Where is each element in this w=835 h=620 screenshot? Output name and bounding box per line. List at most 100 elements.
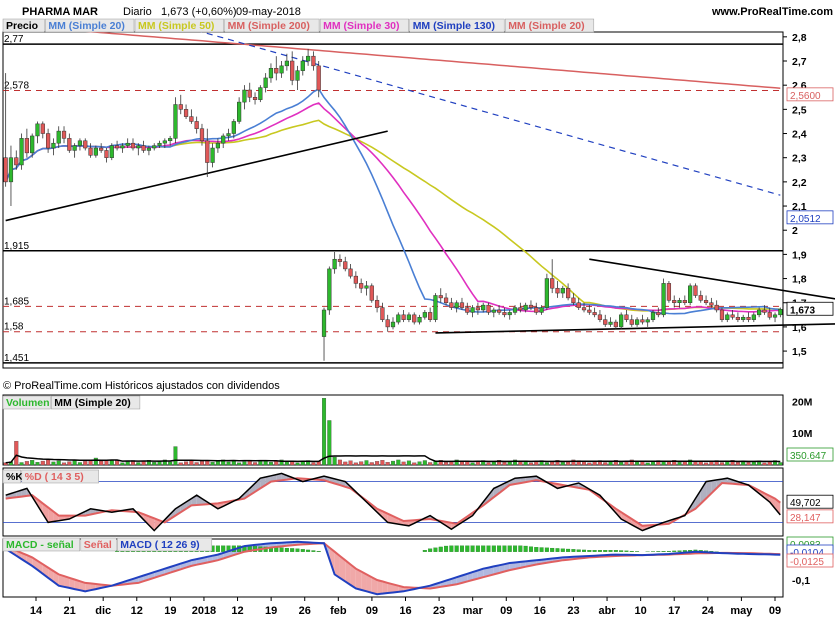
volume-bar-76[interactable] (406, 460, 411, 466)
candle-134[interactable] (714, 300, 719, 313)
volume-bar-90[interactable] (481, 460, 486, 466)
volume-bar-15[interactable] (83, 461, 88, 466)
candle-42[interactable] (226, 128, 231, 141)
candle-118[interactable] (629, 314, 634, 327)
volume-bar-133[interactable] (709, 461, 714, 466)
candle-89[interactable] (475, 302, 481, 315)
volume-bar-10[interactable] (56, 460, 61, 466)
candle-100[interactable] (534, 302, 539, 315)
candle-97[interactable] (518, 302, 523, 313)
candle-6[interactable] (35, 121, 40, 144)
candle-107[interactable] (571, 293, 576, 306)
volume-bar-32[interactable] (173, 446, 178, 466)
volume-bar-89[interactable] (475, 461, 480, 466)
volume-bar-80[interactable] (428, 462, 433, 466)
candle-121[interactable] (645, 317, 650, 327)
candle-17[interactable] (93, 145, 98, 158)
candle-60[interactable] (321, 307, 327, 361)
volume-bar-138[interactable] (735, 462, 740, 466)
volume-bar-107[interactable] (571, 459, 576, 466)
candle-96[interactable] (512, 305, 518, 315)
candle-50[interactable] (268, 63, 274, 83)
volume-bar-113[interactable] (603, 462, 608, 466)
volume-bar-58[interactable] (311, 462, 316, 466)
volume-bar-130[interactable] (693, 461, 698, 466)
candle-117[interactable] (624, 309, 629, 323)
candle-124[interactable] (661, 278, 666, 318)
candle-43[interactable] (231, 119, 236, 139)
volume-bar-35[interactable] (189, 460, 194, 466)
candle-55[interactable] (295, 65, 300, 91)
candle-41[interactable] (221, 133, 226, 149)
volume-bar-9[interactable] (51, 461, 56, 466)
candle-47[interactable] (252, 92, 258, 105)
candle-77[interactable] (412, 312, 417, 325)
volume-bar-110[interactable] (587, 462, 592, 466)
candle-56[interactable] (300, 56, 305, 76)
volume-bar-143[interactable] (762, 462, 767, 466)
candle-35[interactable] (189, 109, 194, 124)
candle-32[interactable] (173, 97, 178, 144)
volume-bar-64[interactable] (343, 461, 348, 466)
volume-bar-122[interactable] (650, 461, 656, 466)
volume-bar-140[interactable] (746, 461, 751, 466)
candle-141[interactable] (751, 312, 756, 323)
candle-123[interactable] (656, 307, 661, 318)
volume-bar-33[interactable] (178, 462, 183, 466)
candle-142[interactable] (757, 307, 762, 318)
candle-128[interactable] (682, 295, 687, 306)
candle-13[interactable] (72, 143, 77, 158)
volume-bar-121[interactable] (645, 462, 650, 466)
candle-54[interactable] (290, 51, 295, 86)
volume-bar-119[interactable] (635, 461, 640, 466)
volume-bar-61[interactable] (327, 420, 332, 466)
candle-16[interactable] (88, 143, 93, 158)
candle-82[interactable] (438, 288, 443, 303)
candle-65[interactable] (348, 264, 353, 279)
candle-8[interactable] (45, 128, 51, 153)
volume-bar-135[interactable] (719, 462, 724, 466)
candle-28[interactable] (152, 143, 157, 151)
volume-bar-78[interactable] (417, 461, 422, 466)
candle-94[interactable] (502, 307, 507, 318)
candle-29[interactable] (157, 140, 162, 149)
volume-bar-118[interactable] (629, 459, 634, 466)
volume-bar-99[interactable] (528, 462, 533, 466)
volume-bar-56[interactable] (300, 461, 305, 466)
candle-66[interactable] (353, 271, 358, 289)
volume-bar-31[interactable] (168, 461, 173, 466)
volume-bar-55[interactable] (295, 462, 300, 466)
volume-bar-101[interactable] (539, 460, 544, 466)
volume-bar-104[interactable] (555, 460, 560, 466)
volume-bar-25[interactable] (136, 462, 141, 466)
volume-bar-73[interactable] (390, 460, 396, 466)
volume-bar-116[interactable] (619, 462, 624, 466)
candle-88[interactable] (470, 305, 475, 318)
candle-95[interactable] (507, 309, 512, 320)
candle-51[interactable] (274, 56, 279, 81)
volume-bar-40[interactable] (215, 460, 220, 466)
candle-78[interactable] (417, 314, 422, 325)
volume-bar-34[interactable] (184, 461, 189, 466)
candle-10[interactable] (56, 126, 61, 149)
candle-87[interactable] (465, 302, 470, 315)
candle-73[interactable] (390, 317, 396, 330)
volume-bar-126[interactable] (672, 460, 677, 466)
candle-24[interactable] (130, 138, 136, 151)
candle-44[interactable] (237, 97, 242, 124)
candle-14[interactable] (77, 138, 83, 151)
candle-64[interactable] (343, 256, 348, 272)
volume-bar-96[interactable] (513, 459, 518, 466)
volume-bar-8[interactable] (46, 459, 51, 466)
volume-bar-115[interactable] (613, 460, 618, 466)
volume-bar-28[interactable] (152, 462, 157, 466)
candle-62[interactable] (332, 251, 337, 274)
candle-108[interactable] (576, 297, 581, 310)
candle-33[interactable] (178, 94, 183, 115)
volume-bar-39[interactable] (210, 462, 215, 466)
volume-bar-91[interactable] (486, 462, 491, 466)
candle-91[interactable] (486, 302, 491, 315)
candle-106[interactable] (565, 283, 571, 301)
volume-bar-129[interactable] (688, 459, 693, 466)
